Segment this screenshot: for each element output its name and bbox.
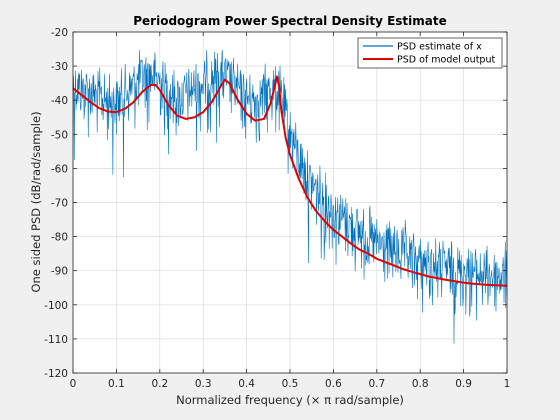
model-output-line <box>72 75 508 287</box>
x-tick-label: 0.5 <box>282 378 299 390</box>
x-tick-label: 0.8 <box>412 378 429 390</box>
y-tick-label: -50 <box>51 129 68 141</box>
legend-box <box>357 37 503 69</box>
x-tick-label: 1 <box>504 378 511 390</box>
model-output-series <box>72 75 508 287</box>
y-tick-label: -20 <box>51 27 68 39</box>
y-tick-label: -120 <box>44 368 68 380</box>
x-tick-label: 0.1 <box>108 378 125 390</box>
y-tick-label: -70 <box>51 198 68 210</box>
legend: PSD estimate of x PSD of model output <box>357 37 503 69</box>
psd-estimate-series <box>72 49 508 344</box>
x-tick-label: 0.7 <box>368 378 385 390</box>
y-tick-label: -30 <box>51 61 68 73</box>
legend-label-model-output: PSD of model output <box>397 55 495 66</box>
axis-ticks: 0 0.1 0.2 0.3 0.4 0.5 0.6 0.7 0.8 0.9 1 -20 -30 -40 -5… <box>44 27 510 390</box>
x-tick-label: 0 <box>70 378 77 390</box>
y-tick-label: -80 <box>51 232 68 244</box>
x-tick-label: 0.2 <box>151 378 168 390</box>
y-tick-label: -60 <box>51 163 68 175</box>
y-axis-label: One sided PSD (dB/rad/sample) <box>29 111 43 292</box>
y-tick-label: -110 <box>44 334 68 346</box>
legend-label-psd-estimate: PSD estimate of x <box>397 42 482 53</box>
psd-estimate-line <box>72 49 508 344</box>
x-tick-label: 0.3 <box>195 378 212 390</box>
x-tick-label: 0.9 <box>455 378 472 390</box>
y-tick-label: -40 <box>51 95 68 107</box>
x-tick-label: 0.6 <box>325 378 342 390</box>
x-axis-label: Normalized frequency (× π rad/sample) <box>176 393 404 407</box>
chart-title: Periodogram Power Spectral Density Estim… <box>133 14 447 28</box>
y-tick-label: -100 <box>44 300 68 312</box>
x-tick-label: 0.4 <box>238 378 255 390</box>
y-tick-label: -90 <box>51 266 68 278</box>
